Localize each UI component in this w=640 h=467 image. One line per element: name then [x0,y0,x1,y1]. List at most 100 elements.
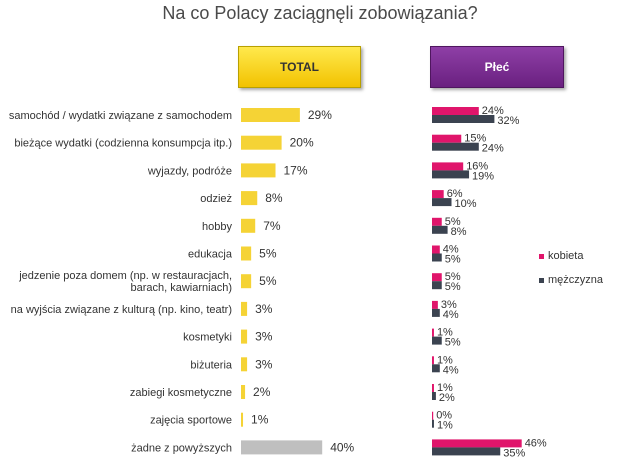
mezczyzna-bar [432,281,442,290]
kobieta-value-label: 6% [447,188,463,200]
kobieta-bar [432,356,434,365]
total-bar [241,357,248,372]
kobieta-bar [432,411,434,420]
category-label: odzież [200,193,232,205]
kobieta-value-label: 5% [445,271,461,283]
mezczyzna-bar [432,447,501,456]
mezczyzna-value-label: 2% [439,392,455,404]
mezczyzna-value-label: 4% [443,364,459,376]
kobieta-bar [432,384,434,392]
category-label: kosmetyki [183,332,232,344]
total-value-label: 3% [255,330,273,344]
mezczyzna-bar [432,392,436,400]
mezczyzna-bar [432,419,434,428]
mezczyzna-value-label: 35% [503,447,525,459]
category-label: bieżące wydatki (codzienna konsumpcja it… [14,138,232,150]
kobieta-value-label: 1% [437,382,453,394]
total-value-label: 3% [255,302,273,316]
total-value-label: 20% [290,136,314,150]
kobieta-bar [432,217,442,226]
mezczyzna-bar [432,115,495,123]
total-bar [241,274,252,289]
category-label: biżuteria [190,359,232,371]
kobieta-value-label: 24% [482,105,504,117]
total-bar [241,246,252,261]
category-label: na wyjścia związane z kulturą (np. kino,… [11,304,232,316]
kobieta-bar [432,107,479,115]
total-bar [241,301,248,316]
mezczyzna-bar [432,198,452,207]
total-header: TOTAL [238,46,361,88]
kobieta-bar [432,134,462,143]
mezczyzna-value-label: 5% [445,337,461,349]
mezczyzna-bar [432,170,470,179]
chart-title: Na co Polacy zaciągnęli zobowiązania? [162,3,478,23]
total-bar [241,412,244,427]
kobieta-value-label: 15% [464,133,486,145]
mezczyzna-bar [432,225,448,234]
total-value-label: 17% [284,163,308,177]
total-bar [241,163,276,178]
total-value-label: 40% [330,440,354,454]
kobieta-value-label: 3% [441,299,457,311]
mezczyzna-bar [432,336,442,345]
category-label: zajęcia sportowe [150,415,232,427]
mezczyzna-value-label: 5% [445,254,461,266]
mezczyzna-value-label: 1% [437,420,453,432]
total-bar [241,108,300,122]
total-value-label: 1% [251,413,269,427]
category-label: edukacja [188,249,233,261]
kobieta-value-label: 0% [436,410,452,422]
mezczyzna-value-label: 4% [443,309,459,321]
mezczyzna-bar [432,364,440,373]
category-label: żadne z powyższych [131,442,232,454]
mezczyzna-bar [432,253,442,262]
total-bar [241,135,282,150]
mezczyzna-value-label: 8% [451,226,467,238]
total-value-label: 7% [263,219,281,233]
mezczyzna-value-label: 19% [472,170,494,182]
kobieta-bar [432,190,444,199]
mezczyzna-value-label: 24% [482,143,504,155]
total-value-label: 29% [308,108,332,122]
category-label: zabiegi kosmetyczne [130,387,232,399]
legend-label: kobieta [548,250,584,262]
total-value-label: 2% [253,385,271,399]
kobieta-value-label: 46% [525,437,547,449]
mezczyzna-value-label: 5% [445,281,461,293]
total-bar [241,329,248,344]
kobieta-bar [432,273,442,282]
gender-header: Płeć [430,46,564,88]
category-label: wyjazdy, podróże [147,165,232,177]
kobieta-bar [432,162,464,171]
legend-label: mężczyzna [548,274,604,286]
total-value-label: 5% [259,274,277,288]
total-bar [241,385,246,399]
total-value-label: 8% [265,191,283,205]
category-label: samochód / wydatki związane z samochodem [9,110,232,122]
kobieta-bar [432,439,522,448]
kobieta-value-label: 16% [466,160,488,172]
total-bar [241,218,256,233]
kobieta-value-label: 4% [443,244,459,256]
legend-swatch [539,278,544,283]
category-label: jedzenie poza domem (np. w restauracjach… [18,270,232,282]
total-value-label: 5% [259,247,277,261]
mezczyzna-value-label: 10% [455,198,477,210]
kobieta-bar [432,328,434,337]
total-value-label: 3% [255,357,273,371]
category-label: barach, kawiarniach) [131,282,233,294]
mezczyzna-bar [432,142,479,151]
category-label: hobby [202,221,232,233]
total-bar [241,191,258,206]
kobieta-value-label: 1% [437,354,453,366]
kobieta-bar [432,245,440,254]
total-bar [241,440,323,455]
mezczyzna-value-label: 32% [497,115,519,127]
mezczyzna-bar [432,308,440,317]
legend-swatch [539,254,544,259]
kobieta-value-label: 5% [445,216,461,228]
kobieta-value-label: 1% [437,327,453,339]
kobieta-bar [432,300,438,309]
